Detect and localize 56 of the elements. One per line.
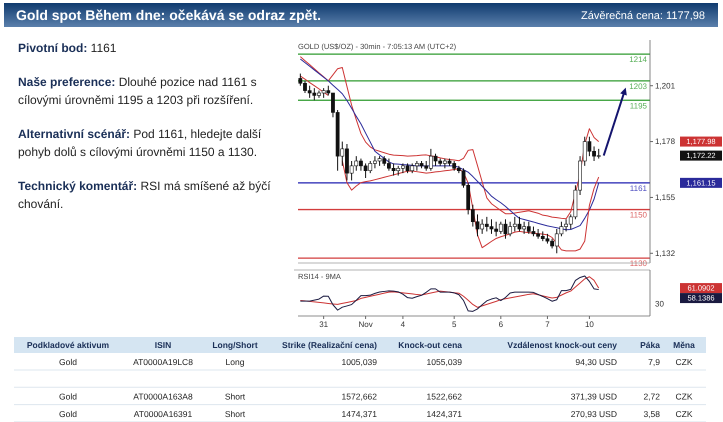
- y-tick-label: 1,132: [655, 248, 676, 258]
- ref-line-label: 1130: [630, 259, 648, 268]
- ref-line-label: 1203: [629, 82, 648, 91]
- text: 1572,662: [342, 392, 377, 402]
- text: Gold: [59, 357, 77, 367]
- text: 1055,039: [426, 357, 462, 367]
- text: 270,93 USD: [570, 408, 617, 419]
- text: 2,72: [643, 392, 660, 402]
- text: 1424,371: [426, 408, 462, 419]
- text: Short: [224, 392, 246, 402]
- x-tick-label: Nov: [358, 320, 373, 329]
- text: 94,30 USD: [575, 357, 617, 367]
- text: CZK: [676, 408, 692, 419]
- text: Technický komentář: RSI má smíšené až býčí chování.: [18, 179, 271, 211]
- x-tick-label: 31: [319, 320, 329, 329]
- text: CZK: [676, 392, 692, 402]
- x-tick-label: 6: [498, 320, 504, 329]
- category-label: Knock-out cena: [398, 340, 462, 350]
- category-label: Podkladové aktivum: [26, 340, 110, 350]
- y-tick-label: 1,201: [655, 81, 676, 90]
- ref-line-label: 1195: [630, 101, 648, 110]
- text: 1474,371: [342, 408, 377, 419]
- text: AT0000A163A8: [133, 392, 193, 402]
- y-tick-label: 1,155: [655, 193, 676, 202]
- x-tick-label: 7: [545, 320, 550, 329]
- x-tick-label: 10: [584, 320, 594, 329]
- ref-line-label: 1150: [630, 210, 648, 220]
- text: Gold: [59, 392, 77, 402]
- text: AT0000A16391: [134, 408, 192, 419]
- category-label: Měna: [673, 340, 696, 350]
- text: Short: [224, 408, 246, 419]
- category-label: Long/Short: [212, 340, 258, 350]
- text: Alternativní scénář: Pod 1161, hledejte další pohyb dolů s cílovými úrovněmi 1150 a 1130.: [18, 127, 262, 159]
- x-tick-label: 5: [452, 320, 457, 329]
- text: Gold spot Během dne: očekává se odraz zpět.: [16, 7, 321, 23]
- text: AT0000A19LC8: [133, 357, 193, 367]
- ref-line-label: 1214: [629, 55, 648, 64]
- text: Závěrečná cena: 1177,98: [581, 10, 705, 22]
- y-tick-label: 1,178: [655, 137, 676, 146]
- text: CZK: [676, 357, 692, 367]
- ref-line-label: 1161: [630, 184, 648, 193]
- text: 371,39 USD: [570, 392, 617, 402]
- x-tick-label: 4: [400, 320, 406, 329]
- category-label: Vzdálenost knock-out ceny: [507, 340, 618, 350]
- text: Long: [226, 357, 244, 367]
- text: 1005,039: [342, 357, 377, 367]
- text: 30: [655, 300, 664, 309]
- category-label: Strike (Realizační cena): [282, 340, 378, 350]
- text: Naše preference: Dlouhé pozice nad 1161 s cílovými úrovněmi 1195 a 1203 při rozšíření.: [18, 75, 257, 107]
- text: 3,58: [643, 408, 660, 419]
- text: 1522,662: [426, 392, 462, 402]
- category-label: ISIN: [154, 340, 172, 350]
- text: 7,9: [648, 357, 660, 367]
- text: Pivotní bod: 1161: [18, 41, 117, 55]
- text: Gold: [59, 408, 77, 419]
- category-label: Páka: [640, 340, 660, 350]
